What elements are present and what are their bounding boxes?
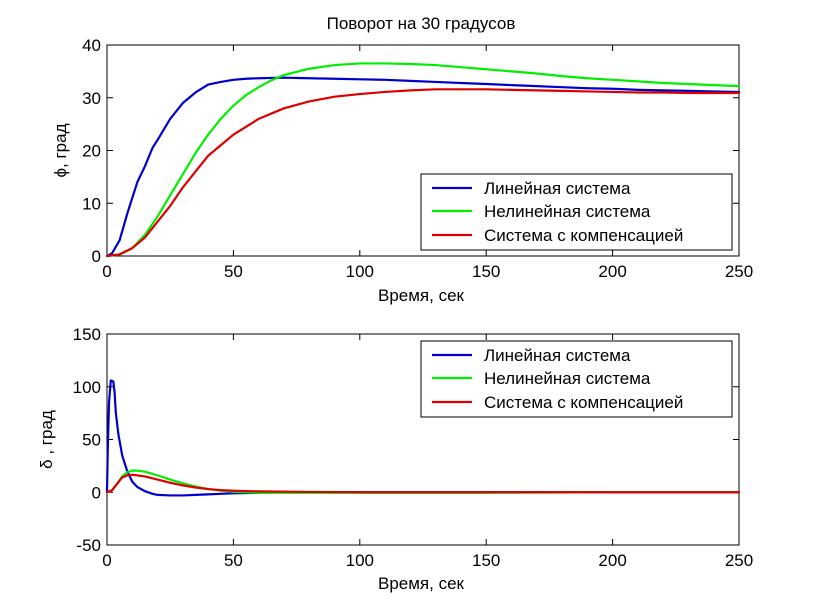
deflection-chart-y-tick-label: -50 [76, 536, 101, 555]
deflection-chart-legend-label-nonlinear: Нелинейная система [484, 369, 651, 388]
angle-chart-series-line-linear [105, 76, 741, 258]
angle-chart-x-tick-label: 50 [224, 262, 243, 281]
deflection-chart-legend-label-linear: Линейная система [484, 346, 631, 365]
angle-chart-y-tick-label: 20 [82, 142, 101, 161]
angle-chart-y-tick-label: 0 [92, 247, 101, 266]
deflection-chart-xlabel: Время, сек [378, 574, 465, 593]
angle-chart-legend-label-linear: Линейная система [484, 179, 631, 198]
angle-chart-series-line-nonlinear [105, 62, 741, 258]
angle-chart-series [105, 62, 741, 258]
angle-chart-y-tick-label: 10 [82, 194, 101, 213]
deflection-chart-x-tick-label: 0 [102, 551, 111, 570]
chart-title: Поворот на 30 градусов [327, 14, 516, 33]
deflection-chart-legend: Линейная система Нелинейная система Сист… [420, 340, 733, 418]
angle-chart-series-line-compensated [105, 88, 741, 258]
deflection-chart-series [105, 379, 741, 497]
angle-chart-x-tick-label: 250 [725, 262, 753, 281]
deflection-chart-legend-box [420, 340, 733, 418]
deflection-chart-x-tick-label: 150 [472, 551, 500, 570]
deflection-chart-x-tick-label: 200 [598, 551, 626, 570]
deflection-chart-y-tick-label: 100 [73, 378, 101, 397]
deflection-chart-x-tick-label: 50 [224, 551, 243, 570]
angle-chart-legend-label-compensated: Система с компенсацией [484, 226, 683, 245]
deflection-chart-legend-label-compensated: Система с компенсацией [484, 393, 683, 412]
angle-chart-legend-box [420, 173, 733, 251]
deflection-chart-series-line-compensated [105, 473, 741, 494]
angle-chart-y-tick-label: 40 [82, 36, 101, 55]
deflection-chart-x-tick-label: 250 [725, 551, 753, 570]
angle-chart-ticks: 0 50 100 150 200 250 0 10 20 30 40 [82, 36, 753, 281]
deflection-chart-y-tick-label: 0 [92, 483, 101, 502]
angle-chart-legend: Линейная система Нелинейная система Сист… [420, 173, 733, 251]
deflection-chart-ylabel: δ , град [37, 410, 56, 469]
angle-chart: 0 50 100 150 200 250 0 10 20 30 40 Время, сек ϕ, г… [51, 36, 753, 305]
deflection-chart-y-tick-label: 150 [73, 325, 101, 344]
angle-chart-legend-label-nonlinear: Нелинейная система [484, 202, 651, 221]
angle-chart-xlabel: Время, сек [378, 286, 465, 305]
angle-chart-ylabel: ϕ, град [51, 123, 70, 177]
angle-chart-x-tick-label: 150 [472, 262, 500, 281]
angle-chart-x-tick-label: 200 [598, 262, 626, 281]
deflection-chart-x-tick-label: 100 [346, 551, 374, 570]
deflection-chart-y-tick-label: 50 [82, 431, 101, 450]
angle-chart-x-tick-label: 0 [102, 262, 111, 281]
angle-chart-x-tick-label: 100 [346, 262, 374, 281]
angle-chart-y-tick-label: 30 [82, 89, 101, 108]
